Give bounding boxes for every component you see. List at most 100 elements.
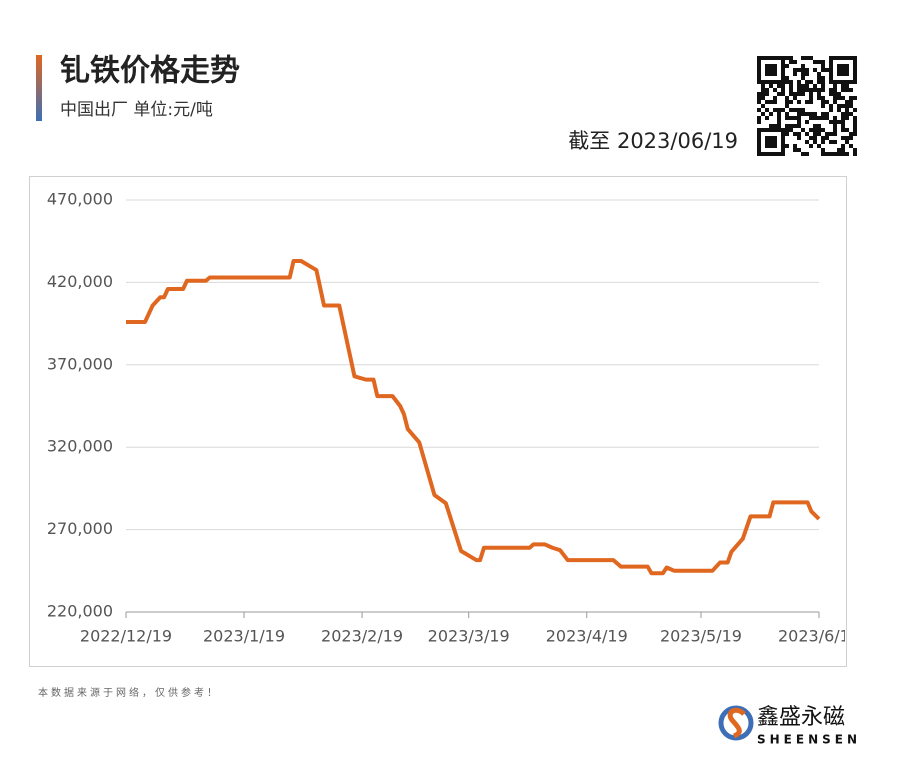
- qr-module: [809, 100, 813, 104]
- qr-module: [829, 60, 833, 64]
- y-tick-label: 220,000: [47, 602, 113, 621]
- x-tick-label: 2023/5/19: [660, 627, 742, 646]
- qr-module: [761, 112, 765, 116]
- qr-module: [805, 112, 809, 116]
- qr-module: [757, 132, 761, 136]
- qr-module: [821, 60, 825, 64]
- chart-title: 钆铁价格走势: [60, 54, 240, 89]
- x-tick-label: 2023/1/19: [203, 627, 285, 646]
- qr-module: [829, 76, 833, 80]
- qr-module: [773, 108, 777, 112]
- qr-module: [765, 144, 769, 148]
- qr-module: [801, 68, 805, 72]
- qr-module: [801, 112, 805, 116]
- qr-module: [801, 76, 805, 80]
- qr-module: [853, 108, 857, 112]
- qr-module: [837, 148, 841, 152]
- qr-module: [757, 80, 761, 84]
- qr-module: [853, 80, 857, 84]
- qr-module: [845, 84, 849, 88]
- qr-module: [853, 132, 857, 136]
- qr-module: [801, 84, 805, 88]
- qr-module: [841, 104, 845, 108]
- qr-module: [813, 88, 817, 92]
- qr-module: [801, 152, 805, 156]
- qr-module: [809, 128, 813, 132]
- qr-module: [773, 56, 777, 60]
- qr-module: [769, 152, 773, 156]
- qr-module: [837, 108, 841, 112]
- qr-module: [809, 96, 813, 100]
- qr-module: [797, 112, 801, 116]
- qr-module: [793, 96, 797, 100]
- qr-code: [757, 56, 857, 156]
- qr-module: [809, 112, 813, 116]
- qr-module: [793, 108, 797, 112]
- qr-module: [769, 136, 773, 140]
- qr-module: [781, 80, 785, 84]
- qr-module: [853, 68, 857, 72]
- qr-module: [801, 64, 805, 68]
- qr-module: [797, 100, 801, 104]
- qr-module: [789, 100, 793, 104]
- qr-module: [817, 144, 821, 148]
- qr-module: [853, 148, 857, 152]
- subtitle: 中国出厂 单位:元/吨: [60, 100, 213, 120]
- qr-module: [757, 60, 761, 64]
- qr-module: [813, 112, 817, 116]
- qr-module: [829, 132, 833, 136]
- qr-module: [817, 72, 821, 76]
- qr-module: [801, 56, 805, 60]
- qr-module: [809, 144, 813, 148]
- qr-module: [777, 84, 781, 88]
- qr-module: [845, 140, 849, 144]
- qr-module: [845, 104, 849, 108]
- qr-module: [853, 116, 857, 120]
- qr-module: [781, 152, 785, 156]
- qr-module: [813, 128, 817, 132]
- qr-module: [841, 148, 845, 152]
- qr-module: [841, 120, 845, 124]
- qr-module: [833, 84, 837, 88]
- qr-module: [853, 72, 857, 76]
- qr-module: [845, 64, 849, 68]
- qr-module: [849, 104, 853, 108]
- qr-module: [785, 56, 789, 60]
- qr-module: [777, 92, 781, 96]
- qr-module: [769, 144, 773, 148]
- qr-module: [781, 108, 785, 112]
- qr-module: [785, 100, 789, 104]
- qr-module: [813, 116, 817, 120]
- qr-module: [813, 84, 817, 88]
- qr-module: [785, 80, 789, 84]
- qr-module: [757, 148, 761, 152]
- qr-module: [813, 124, 817, 128]
- qr-module: [853, 56, 857, 60]
- qr-module: [789, 56, 793, 60]
- x-tick-label: 2023/3/19: [428, 627, 510, 646]
- qr-module: [785, 116, 789, 120]
- qr-module: [837, 120, 841, 124]
- x-tick-label: 2022/12/19: [80, 627, 172, 646]
- qr-module: [805, 84, 809, 88]
- qr-module: [793, 124, 797, 128]
- qr-module: [853, 124, 857, 128]
- qr-module: [757, 76, 761, 80]
- qr-module: [829, 68, 833, 72]
- qr-module: [849, 136, 853, 140]
- qr-module: [841, 64, 845, 68]
- qr-module: [845, 100, 849, 104]
- qr-module: [765, 116, 769, 120]
- qr-module: [833, 116, 837, 120]
- qr-module: [793, 72, 797, 76]
- qr-module: [797, 120, 801, 124]
- qr-module: [817, 96, 821, 100]
- qr-module: [829, 152, 833, 156]
- qr-module: [757, 120, 761, 124]
- qr-module: [793, 92, 797, 96]
- qr-module: [813, 132, 817, 136]
- qr-module: [773, 140, 777, 144]
- qr-module: [781, 92, 785, 96]
- qr-module: [785, 144, 789, 148]
